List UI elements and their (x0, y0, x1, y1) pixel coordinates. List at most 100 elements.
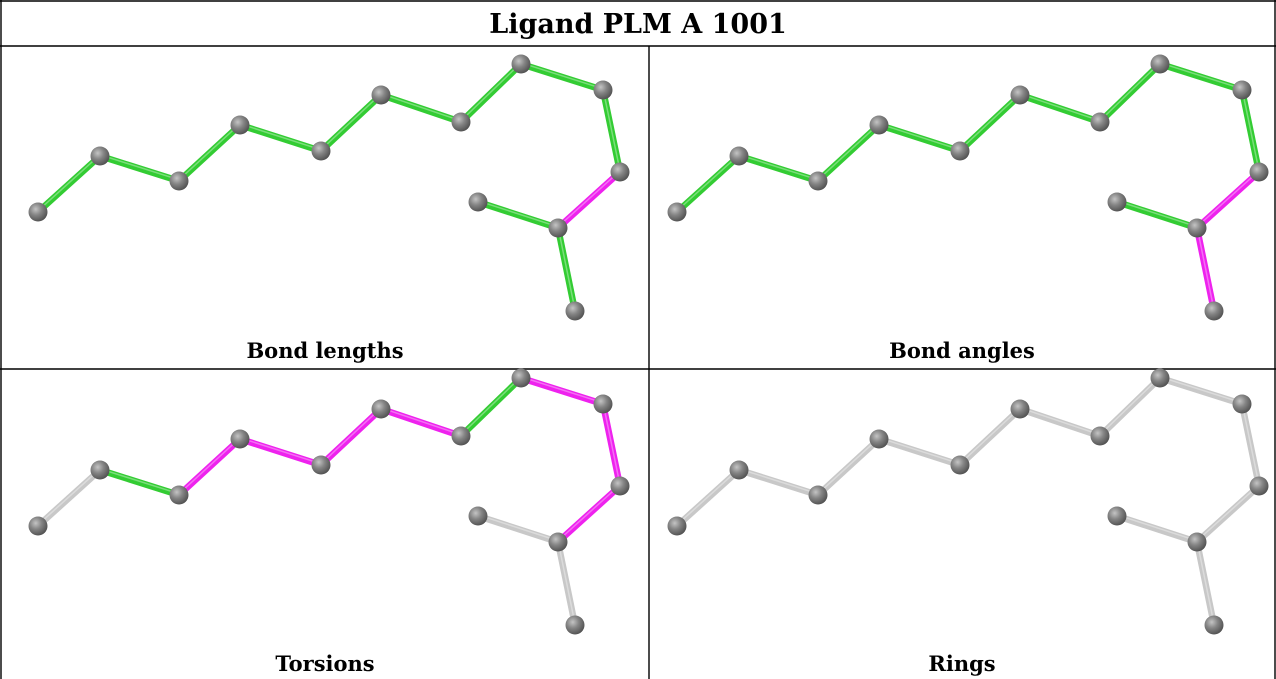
atom-C7 (451, 426, 471, 446)
atom-C8 (1150, 368, 1170, 388)
bond-highlight (817, 437, 880, 495)
bond-C6-C7 (1016, 91, 1104, 126)
bond-highlight (380, 93, 462, 122)
atom-C4 (230, 429, 250, 449)
bond-highlight (1196, 170, 1260, 228)
bond-C10-C11 (1193, 168, 1263, 232)
bond-C5-C6 (956, 405, 1024, 469)
bond-highlight (178, 437, 241, 495)
bond-C11-O13 (1193, 538, 1218, 629)
atom-layer (28, 368, 630, 635)
bond-highlight (959, 93, 1021, 151)
atom-O13 (1204, 615, 1224, 635)
bond-C2-C3 (735, 152, 822, 185)
atom-O13 (565, 615, 585, 635)
bond-highlight (1019, 407, 1101, 436)
atom-O13 (1204, 301, 1224, 321)
bond-C8-C9 (517, 60, 607, 94)
atom-C2 (729, 460, 749, 480)
bond-highlight (738, 154, 819, 181)
bond-highlight (1116, 514, 1198, 542)
bond-C11-C12 (474, 512, 562, 546)
atom-C2 (90, 146, 110, 166)
atom-C12 (468, 506, 488, 526)
bond-C11-O13 (554, 538, 579, 629)
figure-title: Ligand PLM A 1001 (489, 9, 787, 40)
bond-highlight (1099, 376, 1161, 436)
atom-C7 (1090, 112, 1110, 132)
bond-highlight (320, 407, 382, 465)
bond-highlight (676, 154, 740, 212)
bond-C9-C10 (599, 86, 624, 176)
bond-C1-C2 (34, 152, 104, 216)
atom-C11 (548, 218, 568, 238)
bond-highlight (477, 514, 559, 542)
atom-C10 (610, 476, 630, 496)
bond-C6-C7 (1016, 405, 1104, 440)
bond-highlight (460, 62, 522, 122)
atom-C4 (869, 429, 889, 449)
bond-C2-C3 (96, 152, 183, 185)
atom-C7 (1090, 426, 1110, 446)
bond-highlight (99, 154, 180, 181)
bond-C11-C12 (474, 198, 562, 232)
bond-highlight (460, 376, 522, 436)
bond-highlight (817, 123, 880, 181)
atom-C3 (808, 171, 828, 191)
atom-C2 (90, 460, 110, 480)
bond-highlight (602, 88, 621, 171)
atom-C6 (371, 399, 391, 419)
atom-layer (667, 368, 1269, 635)
bond-layer (673, 374, 1263, 629)
bond-highlight (320, 93, 382, 151)
bond-highlight (239, 123, 322, 151)
bond-highlight (878, 437, 961, 465)
atom-C9 (1232, 394, 1252, 414)
bond-layer (34, 60, 624, 315)
bond-highlight (557, 226, 576, 310)
atom-C12 (1107, 506, 1127, 526)
bond-highlight (1196, 540, 1215, 624)
bond-C5-C6 (956, 91, 1024, 155)
bond-C9-C10 (1238, 86, 1263, 176)
atom-layer (28, 54, 630, 321)
bond-C10-C11 (554, 168, 624, 232)
atom-C11 (1187, 532, 1207, 552)
bond-C4-C5 (875, 121, 964, 155)
atom-C10 (610, 162, 630, 182)
bond-C11-O13 (554, 224, 579, 315)
bond-highlight (1241, 402, 1260, 485)
atom-C5 (950, 455, 970, 475)
bond-highlight (1159, 62, 1243, 90)
atom-C1 (28, 516, 48, 536)
bond-C11-O13 (1193, 224, 1218, 315)
atom-C8 (1150, 54, 1170, 74)
bond-highlight (1196, 484, 1260, 542)
bond-highlight (99, 468, 180, 495)
bond-C7-C8 (1096, 374, 1164, 440)
bond-C1-C2 (673, 466, 743, 530)
bond-C6-C7 (377, 91, 465, 126)
bond-highlight (676, 468, 740, 526)
panel-caption: Bond lengths (246, 338, 403, 363)
bond-C11-C12 (1113, 512, 1201, 546)
atom-C6 (371, 85, 391, 105)
bond-C7-C8 (457, 374, 525, 440)
bond-highlight (959, 407, 1021, 465)
atom-C1 (667, 516, 687, 536)
atom-C12 (468, 192, 488, 212)
bond-C7-C8 (1096, 60, 1164, 126)
atom-C3 (169, 171, 189, 191)
atom-C9 (1232, 80, 1252, 100)
bond-highlight (1116, 200, 1198, 228)
bond-C2-C3 (735, 466, 822, 499)
atom-C4 (869, 115, 889, 135)
atom-O13 (565, 301, 585, 321)
bond-highlight (557, 540, 576, 624)
bond-C3-C4 (814, 121, 883, 185)
bond-C10-C11 (554, 482, 624, 546)
bond-highlight (557, 484, 621, 542)
bond-C4-C5 (236, 435, 325, 469)
bond-highlight (239, 437, 322, 465)
